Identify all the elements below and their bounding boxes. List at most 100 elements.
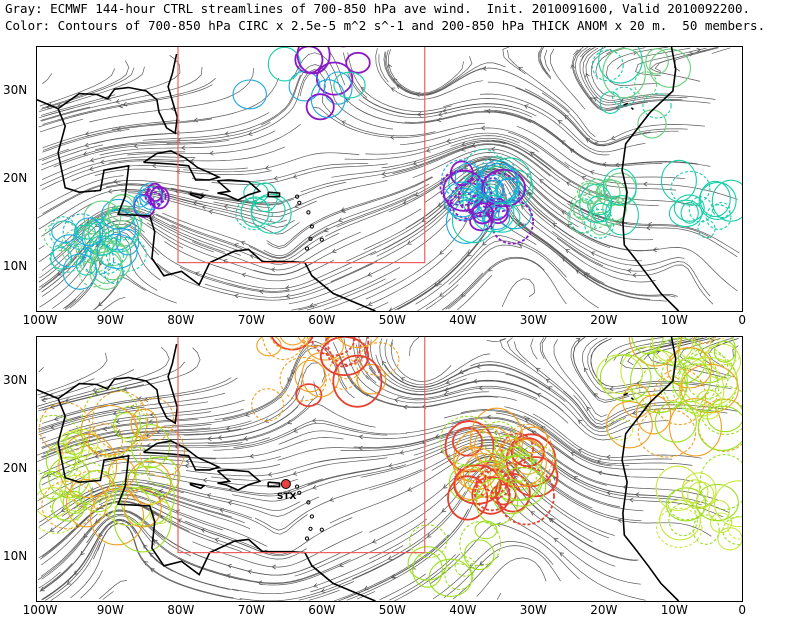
- streamline-arrow: [313, 583, 318, 588]
- coastline: [143, 149, 222, 181]
- lon-tick-label: 60W: [308, 603, 336, 617]
- contour-ring: [454, 556, 476, 577]
- streamline: [368, 367, 538, 396]
- streamline-arrow: [433, 282, 439, 287]
- contour-ring: [139, 426, 186, 478]
- streamline-arrow: [437, 280, 442, 285]
- streamline: [430, 523, 580, 584]
- contour-ring: [315, 61, 354, 96]
- coastline: [189, 192, 207, 200]
- island: [308, 236, 313, 241]
- streamline-arrow: [627, 268, 632, 274]
- streamline: [41, 60, 130, 109]
- streamline-arrow: [223, 204, 229, 210]
- streamline: [521, 197, 685, 266]
- streamline-arrow: [292, 174, 298, 179]
- contour-ring: [591, 49, 624, 82]
- contour-ring: [578, 182, 601, 205]
- streamline: [415, 235, 567, 305]
- island: [309, 224, 314, 229]
- streamline: [222, 344, 355, 420]
- streamline-arrow: [143, 544, 148, 549]
- streamline: [39, 156, 196, 187]
- streamline: [38, 571, 61, 589]
- streamline-arrow: [311, 418, 317, 423]
- streamline: [111, 189, 287, 223]
- contour-ring: [493, 438, 547, 488]
- streamline-arrow: [482, 66, 487, 71]
- streamline-arrow: [249, 453, 254, 459]
- streamline: [76, 501, 242, 553]
- streamline-arrow: [552, 476, 558, 481]
- streamline: [363, 342, 469, 395]
- streamline: [183, 362, 326, 436]
- contour-ring: [655, 465, 701, 511]
- contour-ring: [709, 512, 733, 534]
- streamline: [42, 132, 180, 161]
- contour-ring: [41, 480, 95, 530]
- streamline-arrow: [631, 410, 637, 416]
- contour-ring: [697, 219, 716, 239]
- lon-tick-label: 0: [738, 313, 747, 327]
- streamline: [409, 337, 420, 357]
- streamline-arrow: [394, 398, 399, 403]
- streamline: [539, 50, 552, 78]
- streamline-arrow: [479, 560, 484, 566]
- streamline: [63, 377, 238, 418]
- island: [304, 246, 310, 251]
- streamline: [456, 275, 493, 311]
- streamline: [340, 425, 516, 451]
- streamline-arrow: [73, 570, 79, 575]
- contour-ring: [496, 177, 525, 203]
- contour-ring: [493, 435, 521, 458]
- streamline-arrow: [112, 411, 118, 416]
- contour-ring: [711, 179, 742, 222]
- streamline: [42, 179, 209, 215]
- streamline: [529, 118, 698, 166]
- contour-ring: [130, 408, 158, 439]
- streamline: [457, 454, 615, 536]
- streamline: [292, 52, 438, 124]
- contour-ring: [645, 48, 669, 75]
- streamline-arrow: [114, 432, 120, 437]
- streamline: [388, 48, 464, 94]
- streamline-arrow: [441, 507, 447, 513]
- streamline: [325, 158, 491, 237]
- streamline: [185, 456, 363, 477]
- streamline: [161, 381, 319, 444]
- lon-tick-label: 40W: [449, 603, 477, 617]
- streamline: [179, 266, 353, 293]
- streamline: [41, 397, 48, 401]
- streamline-arrow: [590, 97, 595, 102]
- lon-tick-label: 70W: [237, 603, 265, 617]
- contour-ring: [89, 235, 124, 275]
- streamline: [61, 487, 233, 518]
- contour-ring: [567, 201, 596, 234]
- streamline: [347, 52, 452, 112]
- contour-ring: [709, 337, 726, 341]
- contour-ring: [587, 195, 612, 216]
- streamline-arrow: [632, 272, 637, 278]
- streamline-arrow: [593, 97, 599, 102]
- streamline: [42, 107, 74, 117]
- contour-ring: [722, 516, 742, 546]
- streamline: [137, 503, 307, 560]
- streamline-arrow: [146, 442, 151, 448]
- contour-ring: [705, 204, 732, 230]
- streamline: [443, 410, 612, 467]
- map-canvas-top: [37, 47, 742, 311]
- streamline: [573, 49, 579, 56]
- contour-ring: [573, 199, 592, 220]
- streamline: [356, 249, 453, 311]
- streamline: [515, 218, 678, 297]
- lat-tick-label: 30N: [3, 373, 28, 387]
- streamline-arrow: [97, 301, 103, 307]
- contour-ring: [262, 337, 306, 361]
- contour-ring: [628, 337, 683, 367]
- streamline: [507, 131, 677, 191]
- lat-tick-label: 10N: [3, 549, 28, 563]
- streamline-arrow: [446, 138, 451, 144]
- streamline: [708, 338, 738, 367]
- streamline: [546, 451, 718, 501]
- contour-ring: [637, 408, 697, 458]
